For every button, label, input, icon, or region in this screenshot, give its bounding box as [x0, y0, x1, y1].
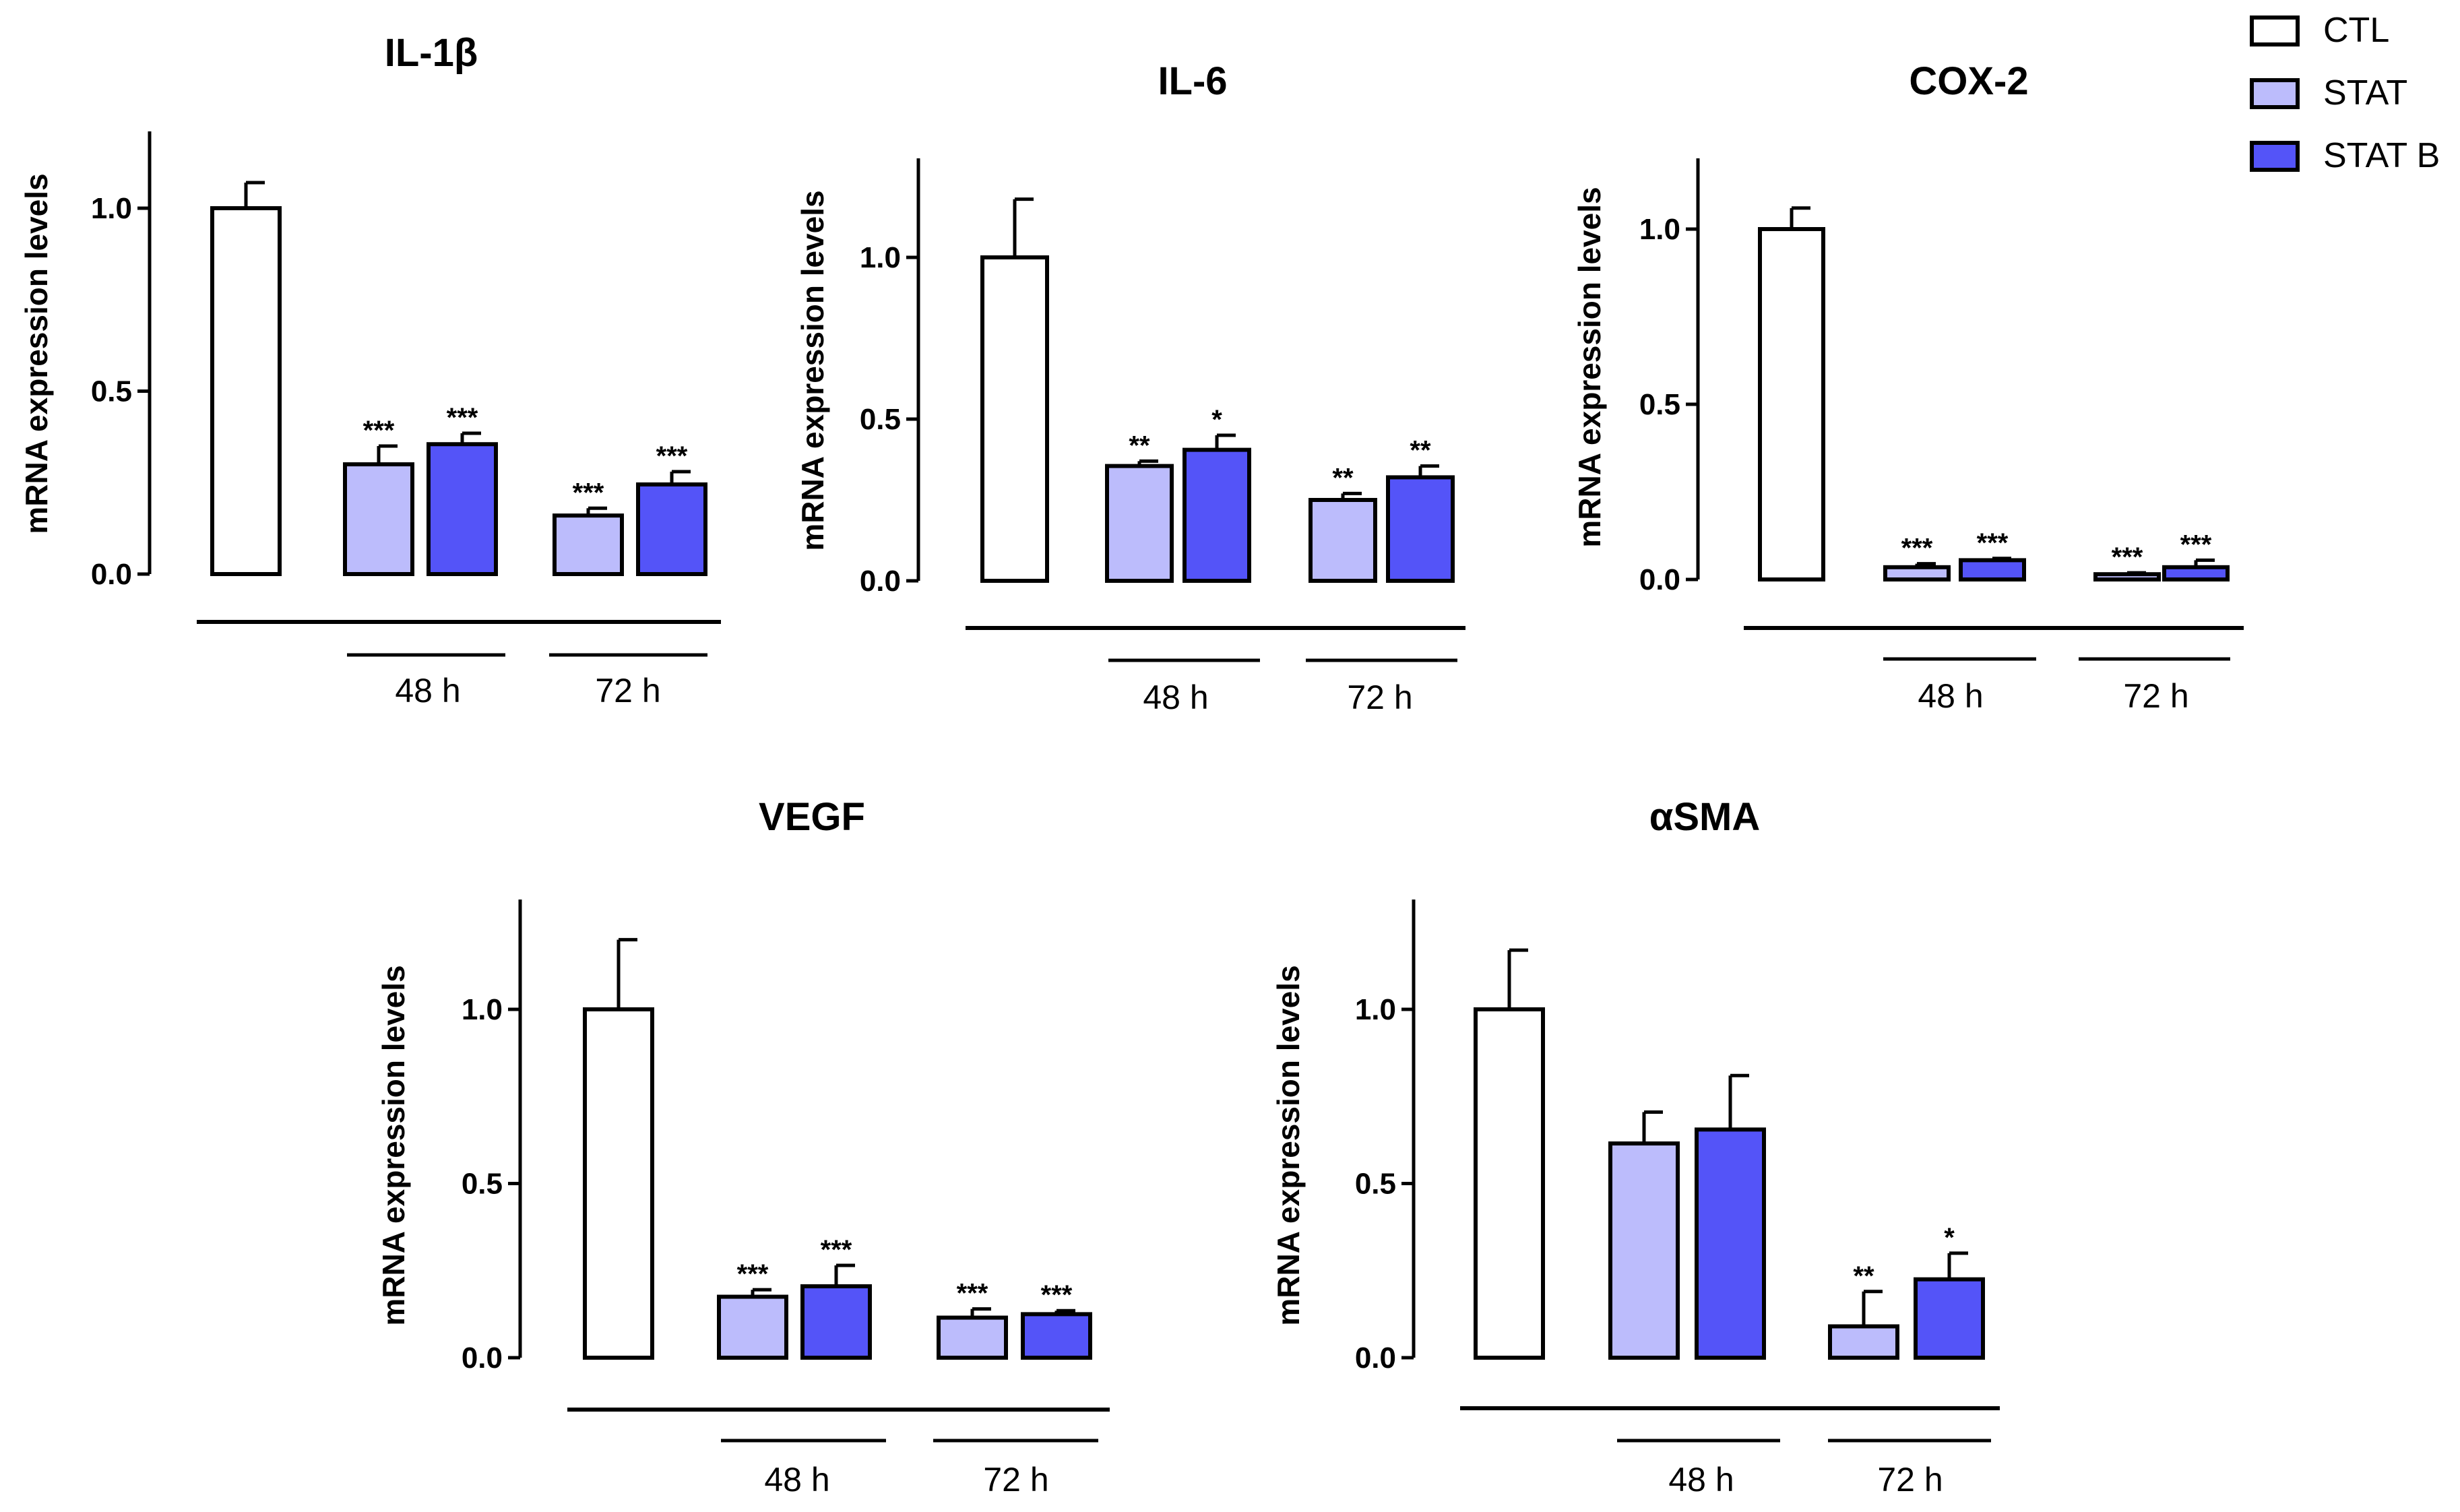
- bar-ctl: [1474, 1007, 1545, 1360]
- group-label-48h: 48 h: [1143, 679, 1208, 716]
- y-tick-label: 1.0: [91, 192, 132, 225]
- chart-title: IL-1β: [385, 31, 478, 75]
- bar-stat: [1308, 498, 1377, 583]
- y-tick-label: 0.0: [860, 565, 901, 598]
- y-axis-label: mRNA expression levels: [795, 190, 830, 550]
- significance-label: ***: [957, 1279, 988, 1309]
- significance-label: *: [1944, 1223, 1955, 1253]
- chart-title: COX-2: [1909, 59, 2028, 103]
- chart-vegf: VEGF 0.0 0.5 1.0 mRNA expression levels *** **…: [376, 795, 1110, 1499]
- significance-label: **: [1853, 1261, 1874, 1291]
- bar-stat-b: [636, 482, 707, 577]
- bar-stat: [2093, 572, 2161, 582]
- y-tick-label: 1.0: [1639, 213, 1680, 246]
- bar-stat: [1883, 565, 1951, 581]
- y-tick-label: 0.5: [1639, 388, 1680, 421]
- bar-stat-b: [427, 442, 498, 576]
- bar-stat-b: [800, 1284, 872, 1360]
- y-tick-label: 0.5: [860, 403, 901, 436]
- chart-title: IL-6: [1158, 59, 1227, 103]
- significance-label: ***: [656, 441, 688, 471]
- bar-stat: [1105, 464, 1174, 583]
- group-label-72h: 72 h: [595, 672, 660, 710]
- bar-ctl: [980, 255, 1049, 583]
- chart-title: αSMA: [1649, 795, 1761, 839]
- y-tick-label: 0.0: [91, 558, 132, 591]
- legend-label-ctl: CTL: [2323, 11, 2389, 50]
- chart-title: VEGF: [759, 795, 865, 839]
- significance-label: ***: [821, 1235, 852, 1265]
- significance-label: ***: [1901, 534, 1933, 563]
- significance-label: ***: [447, 403, 478, 433]
- legend-swatch-stat-b: [2250, 141, 2300, 172]
- significance-label: ***: [363, 416, 395, 445]
- bar-stat-b: [1386, 475, 1455, 584]
- y-tick-label: 0.0: [1639, 563, 1680, 596]
- y-tick-label: 1.0: [860, 241, 901, 274]
- y-tick-label: 0.5: [462, 1168, 503, 1201]
- group-label-48h: 48 h: [1918, 677, 1983, 715]
- significance-label: ***: [2180, 530, 2212, 559]
- legend-label-stat: STAT: [2323, 73, 2407, 113]
- significance-label: ***: [2112, 542, 2143, 572]
- group-label-72h: 72 h: [1347, 679, 1412, 716]
- significance-label: ***: [1977, 528, 2009, 558]
- y-tick-label: 0.5: [91, 375, 132, 408]
- bar-stat: [343, 462, 414, 576]
- legend-swatch-ctl: [2250, 15, 2300, 46]
- bar-stat-b: [1914, 1277, 1985, 1360]
- significance-label: **: [1410, 436, 1431, 466]
- group-label-48h: 48 h: [1668, 1461, 1734, 1499]
- y-axis-label: mRNA expression levels: [1271, 965, 1306, 1325]
- legend-swatch-stat: [2250, 78, 2300, 109]
- group-label-48h: 48 h: [764, 1461, 829, 1499]
- y-tick-label: 0.0: [1355, 1342, 1396, 1375]
- legend-label-stat-b: STAT B: [2323, 136, 2440, 175]
- chart-cox-2: COX-2 0.0 0.5 1.0 mRNA expression levels *** *…: [1572, 59, 2244, 715]
- y-tick-label: 1.0: [1355, 993, 1396, 1026]
- y-axis-label: mRNA expression levels: [376, 965, 411, 1325]
- significance-label: *: [1211, 405, 1222, 435]
- bar-ctl: [583, 1007, 654, 1360]
- bar-stat: [1828, 1324, 1899, 1360]
- bar-stat: [937, 1315, 1008, 1360]
- group-label-72h: 72 h: [983, 1461, 1048, 1499]
- bar-stat-b: [1695, 1127, 1766, 1360]
- bar-ctl: [1758, 227, 1825, 581]
- group-label-48h: 48 h: [395, 672, 460, 710]
- group-label-72h: 72 h: [1877, 1461, 1943, 1499]
- significance-label: ***: [573, 478, 604, 507]
- bar-stat: [717, 1294, 788, 1360]
- bar-stat: [1608, 1141, 1680, 1360]
- group-label-72h: 72 h: [2123, 677, 2188, 715]
- y-tick-label: 0.0: [462, 1342, 503, 1375]
- y-axis-label: mRNA expression levels: [1572, 187, 1607, 547]
- significance-label: **: [1332, 463, 1354, 493]
- bar-stat-b: [2162, 565, 2230, 581]
- bar-stat-b: [1959, 558, 2026, 582]
- significance-label: **: [1129, 431, 1150, 460]
- bar-ctl: [210, 206, 282, 576]
- legend: CTL STAT STAT B: [2250, 11, 2440, 175]
- chart-il-1-: IL-1β 0.0 0.5 1.0 mRNA expression levels *** *…: [19, 31, 721, 710]
- bar-stat-b: [1182, 447, 1251, 583]
- significance-label: ***: [1041, 1280, 1073, 1310]
- bar-stat: [553, 513, 624, 576]
- significance-label: ***: [737, 1259, 769, 1289]
- bar-stat-b: [1021, 1312, 1092, 1360]
- y-tick-label: 0.5: [1355, 1168, 1396, 1201]
- y-tick-label: 1.0: [462, 993, 503, 1026]
- y-axis-label: mRNA expression levels: [19, 173, 54, 534]
